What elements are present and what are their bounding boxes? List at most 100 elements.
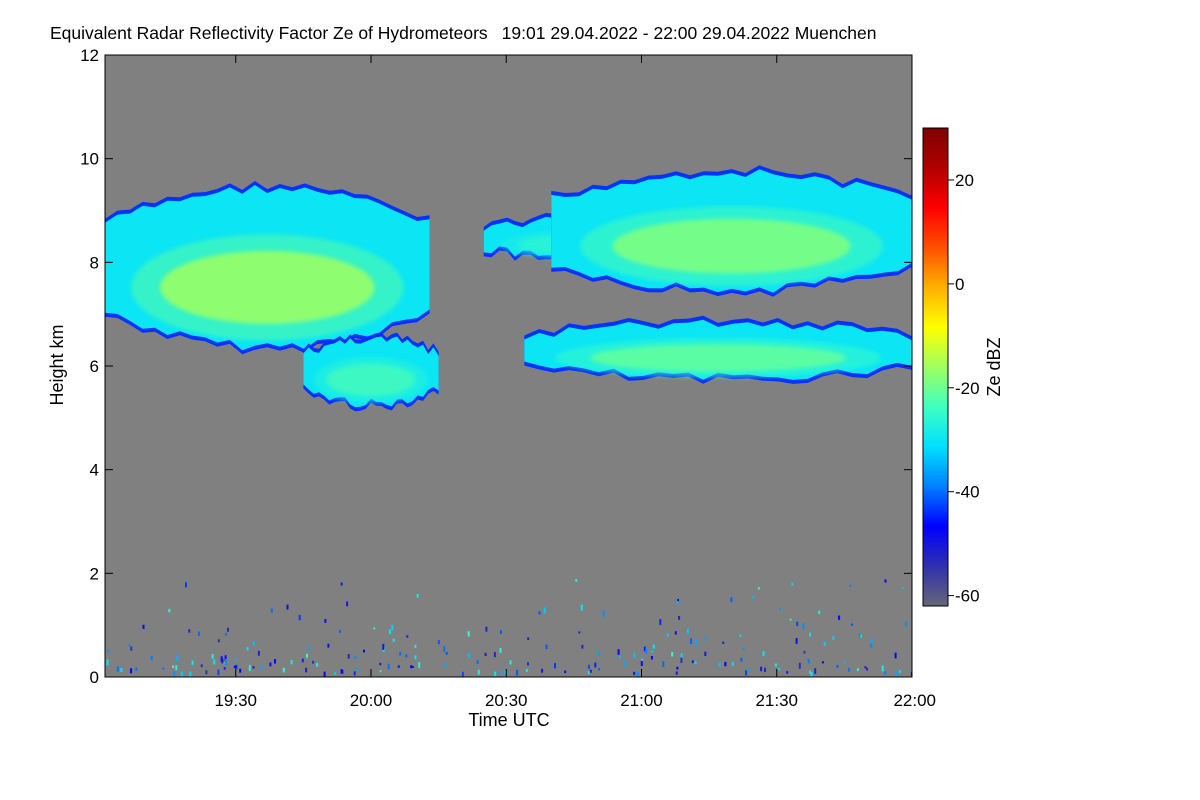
clutter-speckle [499, 647, 502, 653]
clutter-speckle [476, 660, 479, 664]
clutter-speckle [809, 670, 811, 674]
clutter-speckle [541, 668, 544, 673]
clutter-speckle [225, 632, 228, 636]
clutter-speckle [774, 663, 777, 667]
clutter-speckle [354, 656, 357, 659]
cloud-layer-halo [555, 338, 881, 378]
clutter-speckle [598, 668, 601, 671]
clutter-speckle [338, 629, 341, 634]
clutter-speckle [392, 638, 395, 642]
x-tick-label: 19:30 [214, 691, 257, 710]
clutter-speckle [704, 637, 707, 641]
y-tick-label: 6 [90, 357, 99, 376]
clutter-speckle [340, 582, 343, 586]
cloud-layer-halo [130, 234, 404, 341]
clutter-speckle [849, 584, 852, 587]
clutter-speckle [545, 644, 548, 650]
clutter-speckle [659, 619, 662, 625]
clutter-speckle [724, 661, 727, 667]
clutter-speckle [856, 668, 859, 672]
clutter-speckle [130, 668, 133, 674]
clutter-speckle [233, 665, 236, 669]
clutter-speckle [334, 671, 336, 676]
y-tick-label: 2 [90, 564, 99, 583]
clutter-speckle [686, 628, 689, 634]
clutter-speckle [789, 618, 792, 621]
clutter-speckle [575, 579, 578, 582]
clutter-speckle [807, 659, 810, 664]
clutter-speckle [106, 659, 109, 666]
clutter-speckle [363, 649, 365, 653]
clutter-speckle [175, 665, 178, 671]
clutter-speckle [414, 655, 417, 660]
clutter-speckle [742, 647, 745, 651]
clutter-speckle [224, 655, 227, 661]
colorbar-tick-label: 0 [955, 275, 964, 294]
clutter-speckle [467, 631, 470, 637]
clutter-speckle [602, 610, 605, 617]
clutter-speckle [414, 644, 417, 648]
clutter-speckle [691, 660, 694, 664]
clutter-speckle [485, 626, 488, 632]
x-axis-ticks: 19:30 20:00 20:30 21:00 21:30 22:00 [214, 55, 936, 710]
clutter-speckle [443, 663, 446, 668]
clutter-speckle [484, 652, 487, 656]
clutter-speckle [836, 665, 839, 668]
clutter-speckle [173, 671, 176, 677]
clutter-speckle [443, 646, 446, 652]
clutter-speckle [516, 669, 519, 676]
clutter-speckle [680, 653, 683, 658]
clutter-speckle [643, 646, 646, 652]
clutter-speckle [379, 670, 382, 673]
clutter-speckle [866, 667, 869, 671]
y-axis-ticks: 0 2 4 6 8 10 12 [80, 46, 912, 687]
clutter-speckle [340, 669, 343, 674]
clutter-speckle [795, 638, 798, 644]
clutter-speckle [589, 669, 592, 673]
clutter-speckle [823, 641, 826, 646]
clutter-speckle [504, 669, 507, 675]
clutter-speckle [135, 667, 138, 671]
clutter-speckle [633, 671, 636, 675]
clutter-speckle [864, 666, 867, 669]
clutter-speckle [543, 607, 546, 614]
clutter-speckle [270, 608, 273, 613]
clutter-speckle [142, 624, 145, 629]
clutter-speckle [786, 671, 789, 674]
x-tick-label: 20:00 [350, 691, 393, 710]
clutter-speckle [594, 662, 597, 668]
clutter-speckle [747, 668, 750, 671]
clutter-speckle [467, 652, 470, 659]
clutter-speckle [282, 667, 285, 673]
clutter-speckle [477, 669, 480, 675]
clutter-speckle [902, 586, 904, 590]
clutter-speckle [554, 663, 556, 669]
cloud-layer-halo [314, 356, 428, 404]
clutter-speckle [509, 660, 512, 665]
clutter-speckle [286, 604, 289, 610]
clutter-speckle [666, 633, 669, 637]
clutter-speckle [307, 647, 310, 651]
clutter-speckle [581, 644, 584, 649]
clutter-speckle [306, 653, 308, 658]
clutter-speckle [740, 657, 743, 662]
clutter-speckle [301, 658, 304, 663]
clutter-speckle [895, 671, 898, 677]
clutter-speckle [223, 667, 226, 670]
clutter-speckle [764, 667, 766, 673]
y-tick-label: 8 [90, 253, 99, 272]
clutter-speckle [884, 671, 887, 675]
clutter-speckle [410, 665, 413, 669]
clutter-speckle [821, 661, 824, 664]
clutter-speckle [445, 652, 448, 655]
clutter-speckle [860, 634, 863, 638]
clutter-speckle [257, 650, 260, 656]
x-tick-label: 20:30 [485, 691, 528, 710]
clutter-speckle [205, 670, 208, 675]
clutter-speckle [858, 633, 861, 637]
clutter-speckle [327, 643, 330, 648]
clutter-speckle [527, 662, 529, 666]
clutter-speckle [718, 662, 721, 668]
clutter-speckle [494, 671, 497, 676]
y-tick-label: 10 [80, 150, 99, 169]
